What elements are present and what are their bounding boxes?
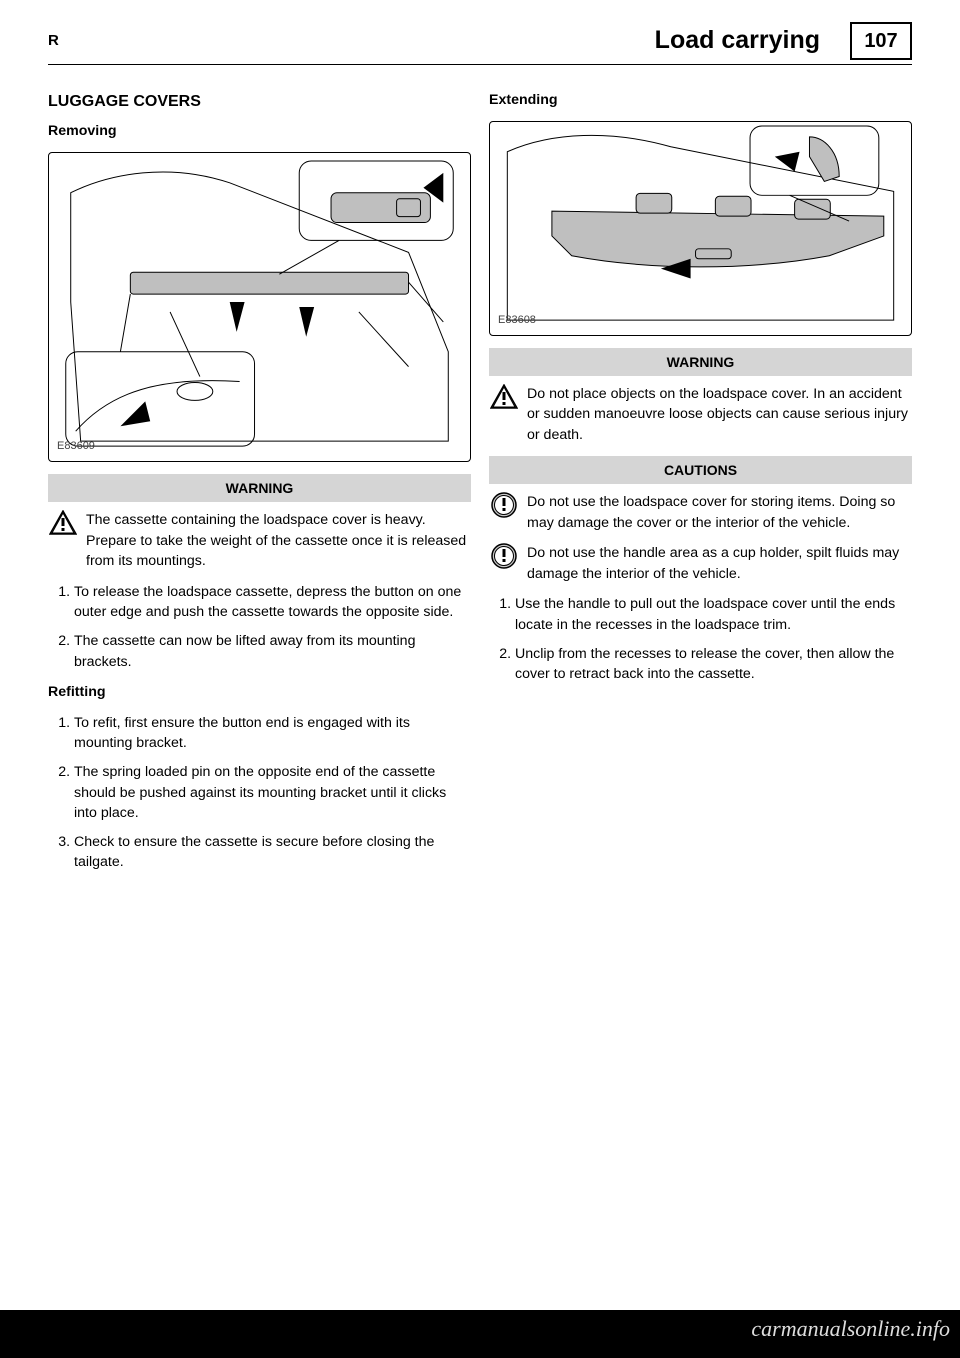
warning-block-right: Do not place objects on the loadspace co… — [489, 384, 912, 446]
warning-block-left: The cassette containing the loadspace co… — [48, 510, 471, 572]
figure-extending-svg — [490, 122, 911, 335]
refit-step-1: To refit, first ensure the button end is… — [74, 713, 471, 754]
extend-step-1: Use the handle to pull out the loadspace… — [515, 594, 912, 635]
watermark: carmanualsonline.info — [0, 1310, 960, 1352]
warning-triangle-icon — [48, 510, 78, 536]
cautions-header: CAUTIONS — [489, 456, 912, 484]
caution-block-1: Do not use the loadspace cover for stori… — [489, 492, 912, 533]
header-left-letter: R — [48, 32, 59, 49]
page-number: 107 — [864, 30, 897, 53]
figure-extending-label: E83608 — [498, 313, 536, 329]
warning-header-left: WARNING — [48, 474, 471, 502]
content-columns: LUGGAGE COVERS Removing — [48, 90, 912, 883]
manual-page: R Load carrying 107 LUGGAGE COVERS Remov… — [0, 0, 960, 1310]
caution-circle-icon — [489, 492, 519, 518]
figure-extending: E83608 — [489, 121, 912, 336]
refit-step-2: The spring loaded pin on the opposite en… — [74, 762, 471, 824]
extending-steps: Use the handle to pull out the loadspace… — [489, 594, 912, 684]
page-title: Load carrying — [655, 26, 820, 55]
subheading-refitting: Refitting — [48, 682, 471, 703]
warning-triangle-icon — [489, 384, 519, 410]
subheading-removing: Removing — [48, 121, 471, 142]
caution-block-2: Do not use the handle area as a cup hold… — [489, 543, 912, 584]
figure-removing: E83609 — [48, 152, 471, 462]
warning-header-right: WARNING — [489, 348, 912, 376]
removing-steps: To release the loadspace cassette, depre… — [48, 582, 471, 672]
left-column: LUGGAGE COVERS Removing — [48, 90, 471, 883]
warning-text-right: Do not place objects on the loadspace co… — [527, 384, 912, 446]
page-number-box: 107 — [850, 22, 912, 60]
right-column: Extending — [489, 90, 912, 883]
figure-removing-label: E83609 — [57, 439, 95, 455]
caution-circle-icon — [489, 543, 519, 569]
caution-text-1: Do not use the loadspace cover for stori… — [527, 492, 912, 533]
warning-text-left: The cassette containing the loadspace co… — [86, 510, 471, 572]
extend-step-2: Unclip from the recesses to release the … — [515, 644, 912, 685]
refitting-steps: To refit, first ensure the button end is… — [48, 713, 471, 873]
subheading-extending: Extending — [489, 90, 912, 111]
removing-step-2: The cassette can now be lifted away from… — [74, 631, 471, 672]
refit-step-3: Check to ensure the cassette is secure b… — [74, 832, 471, 873]
header-rule — [48, 64, 912, 65]
heading-luggage-covers: LUGGAGE COVERS — [48, 90, 471, 113]
figure-removing-svg — [49, 153, 470, 461]
removing-step-1: To release the loadspace cassette, depre… — [74, 582, 471, 623]
caution-text-2: Do not use the handle area as a cup hold… — [527, 543, 912, 584]
